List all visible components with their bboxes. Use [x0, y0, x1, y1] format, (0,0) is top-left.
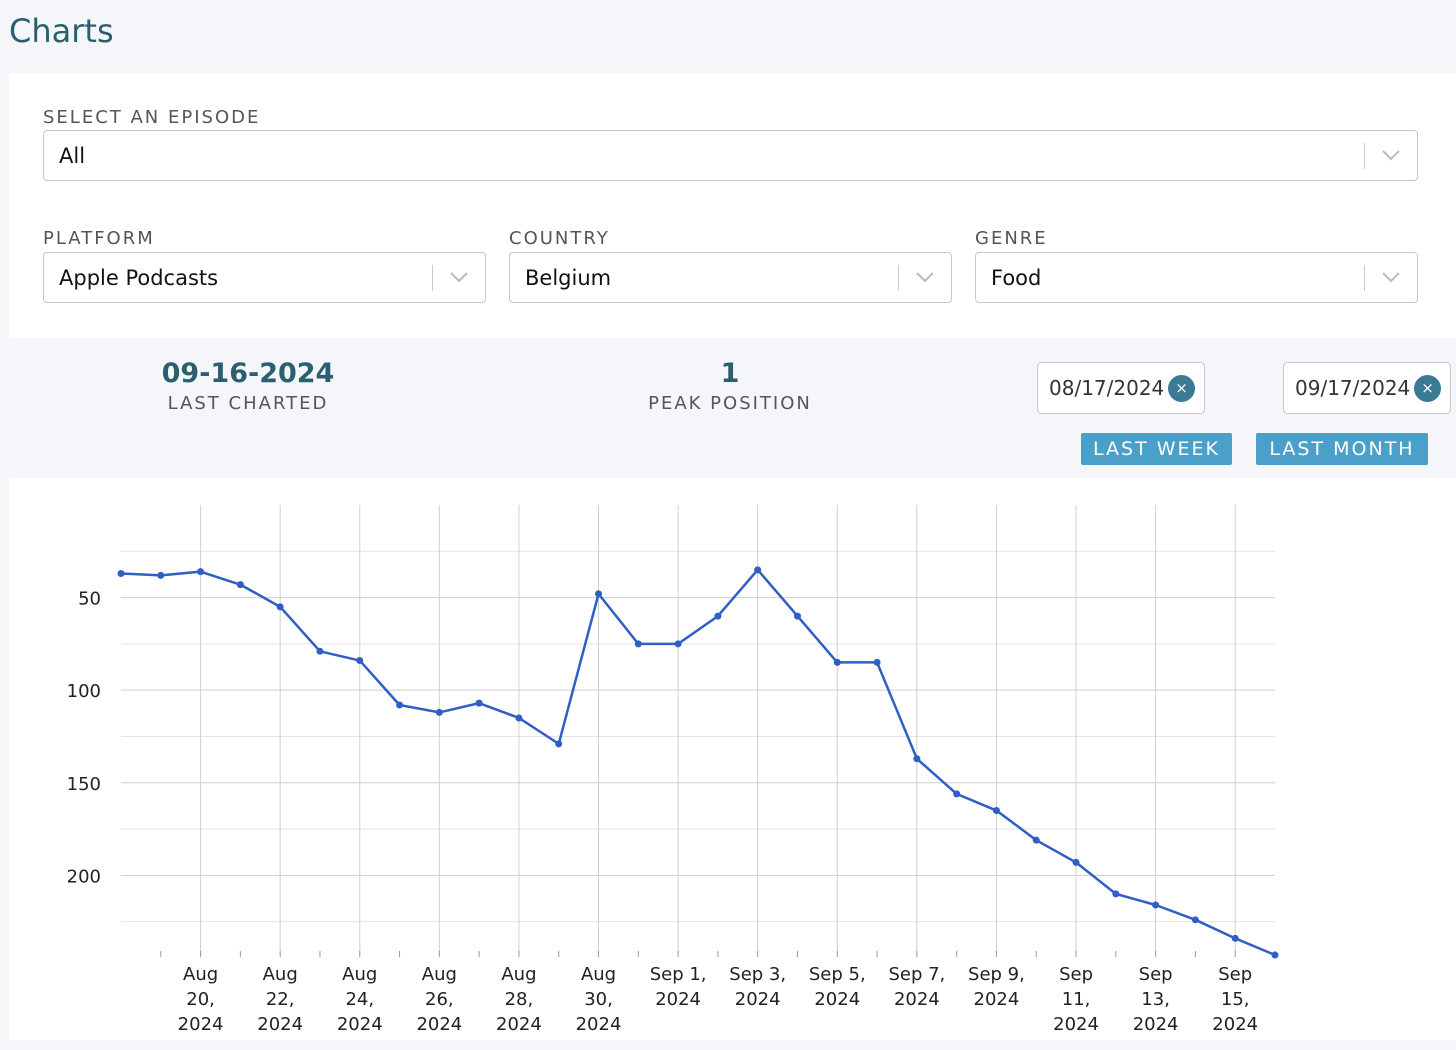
y-tick-label: 50 [78, 589, 101, 610]
series-line [120, 568, 1276, 957]
stat-value: 09-16-2024 [161, 358, 335, 389]
data-point [276, 603, 284, 611]
data-point [714, 612, 722, 620]
data-point [1231, 934, 1239, 942]
data-point [595, 590, 603, 598]
genre-select[interactable]: Food [975, 252, 1418, 303]
episode-select[interactable]: All [43, 130, 1418, 181]
x-tick-label: Aug 26, 2024 [416, 964, 462, 1035]
data-point [833, 658, 841, 666]
data-point [475, 699, 483, 707]
x-tick-label: Sep 1, 2024 [650, 964, 707, 1010]
clear-button[interactable]: × [1168, 375, 1195, 402]
data-point [1271, 951, 1279, 959]
data-point [356, 657, 364, 665]
chevron [450, 272, 468, 283]
stat-label: LAST CHARTED [167, 393, 329, 414]
separator [898, 265, 899, 291]
data-point [316, 647, 324, 655]
data-point [992, 807, 1000, 815]
separator [432, 265, 433, 291]
select-value: Belgium [525, 266, 612, 290]
data-point [634, 640, 642, 648]
data-point [674, 640, 682, 648]
data-point [1112, 890, 1120, 898]
filter-label: COUNTRY [509, 228, 610, 249]
data-point [754, 566, 762, 574]
x-tick-label: Aug 24, 2024 [337, 964, 383, 1035]
stat-label: PEAK POSITION [648, 393, 812, 414]
x-tick-label: Aug 28, 2024 [496, 964, 542, 1035]
x-tick-label: Sep 7, 2024 [888, 964, 945, 1010]
data-point [1032, 836, 1040, 844]
data-point [913, 755, 921, 763]
date-value: 08/17/2024 [1049, 376, 1165, 400]
y-tick-label: 100 [67, 681, 101, 702]
x-tick-label: Aug 30, 2024 [576, 964, 622, 1035]
end-date[interactable]: 09/17/2024 × [1283, 362, 1451, 414]
select-value: Apple Podcasts [59, 266, 219, 290]
country-select[interactable]: Belgium [509, 252, 952, 303]
data-point [157, 571, 165, 579]
data-point [873, 658, 881, 666]
data-point [515, 714, 523, 722]
x-tick-label: Sep 5, 2024 [809, 964, 866, 1010]
data-point [117, 570, 125, 578]
data-point [793, 612, 801, 620]
data-point [1191, 916, 1199, 924]
chevron [1382, 272, 1400, 283]
stat-value: 1 [720, 358, 740, 389]
y-tick-label: 200 [67, 866, 101, 887]
x-tick-label: Aug 20, 2024 [178, 964, 224, 1035]
chevron [1382, 150, 1400, 161]
chart: 50 100 150 200 Aug 20, 2024 Aug 22, 2024 Aug 24, 202… [67, 505, 1279, 1035]
data-point [1072, 858, 1080, 866]
data-point [953, 790, 961, 798]
separator [1364, 143, 1365, 169]
data-point [197, 568, 205, 576]
date-value: 09/17/2024 [1295, 376, 1411, 400]
chevron [916, 272, 934, 283]
start-date[interactable]: 08/17/2024 × [1037, 362, 1205, 414]
data-point [1152, 901, 1160, 909]
x-tick-label: Sep 3, 2024 [729, 964, 786, 1010]
data-point [236, 581, 244, 589]
x-tick-label: Sep 13, 2024 [1133, 964, 1179, 1035]
data-point [435, 708, 443, 716]
x-tick-label: Sep 15, 2024 [1212, 964, 1258, 1035]
filter-label: SELECT AN EPISODE [43, 107, 261, 128]
x-tick-label: Sep 9, 2024 [968, 964, 1025, 1010]
last-month-button[interactable]: LAST MONTH [1256, 433, 1428, 465]
filter-label: PLATFORM [43, 228, 155, 249]
data-point [555, 740, 563, 748]
x-tick-label: Aug 22, 2024 [257, 964, 303, 1035]
clear-button[interactable]: × [1414, 375, 1441, 402]
page-title: Charts [9, 12, 114, 50]
x-tick-label: Sep 11, 2024 [1053, 964, 1099, 1035]
chart-panel: 50 100 150 200 Aug 20, 2024 Aug 22, 2024 Aug 24, 202… [9, 478, 1456, 1040]
platform-select[interactable]: Apple Podcasts [43, 252, 486, 303]
y-tick-label: 150 [67, 774, 101, 795]
data-point [396, 701, 404, 709]
last-week-button[interactable]: LAST WEEK [1081, 433, 1232, 465]
select-value: All [59, 144, 86, 168]
filter-label: GENRE [975, 228, 1048, 249]
separator [1364, 265, 1365, 291]
select-value: Food [991, 266, 1042, 290]
